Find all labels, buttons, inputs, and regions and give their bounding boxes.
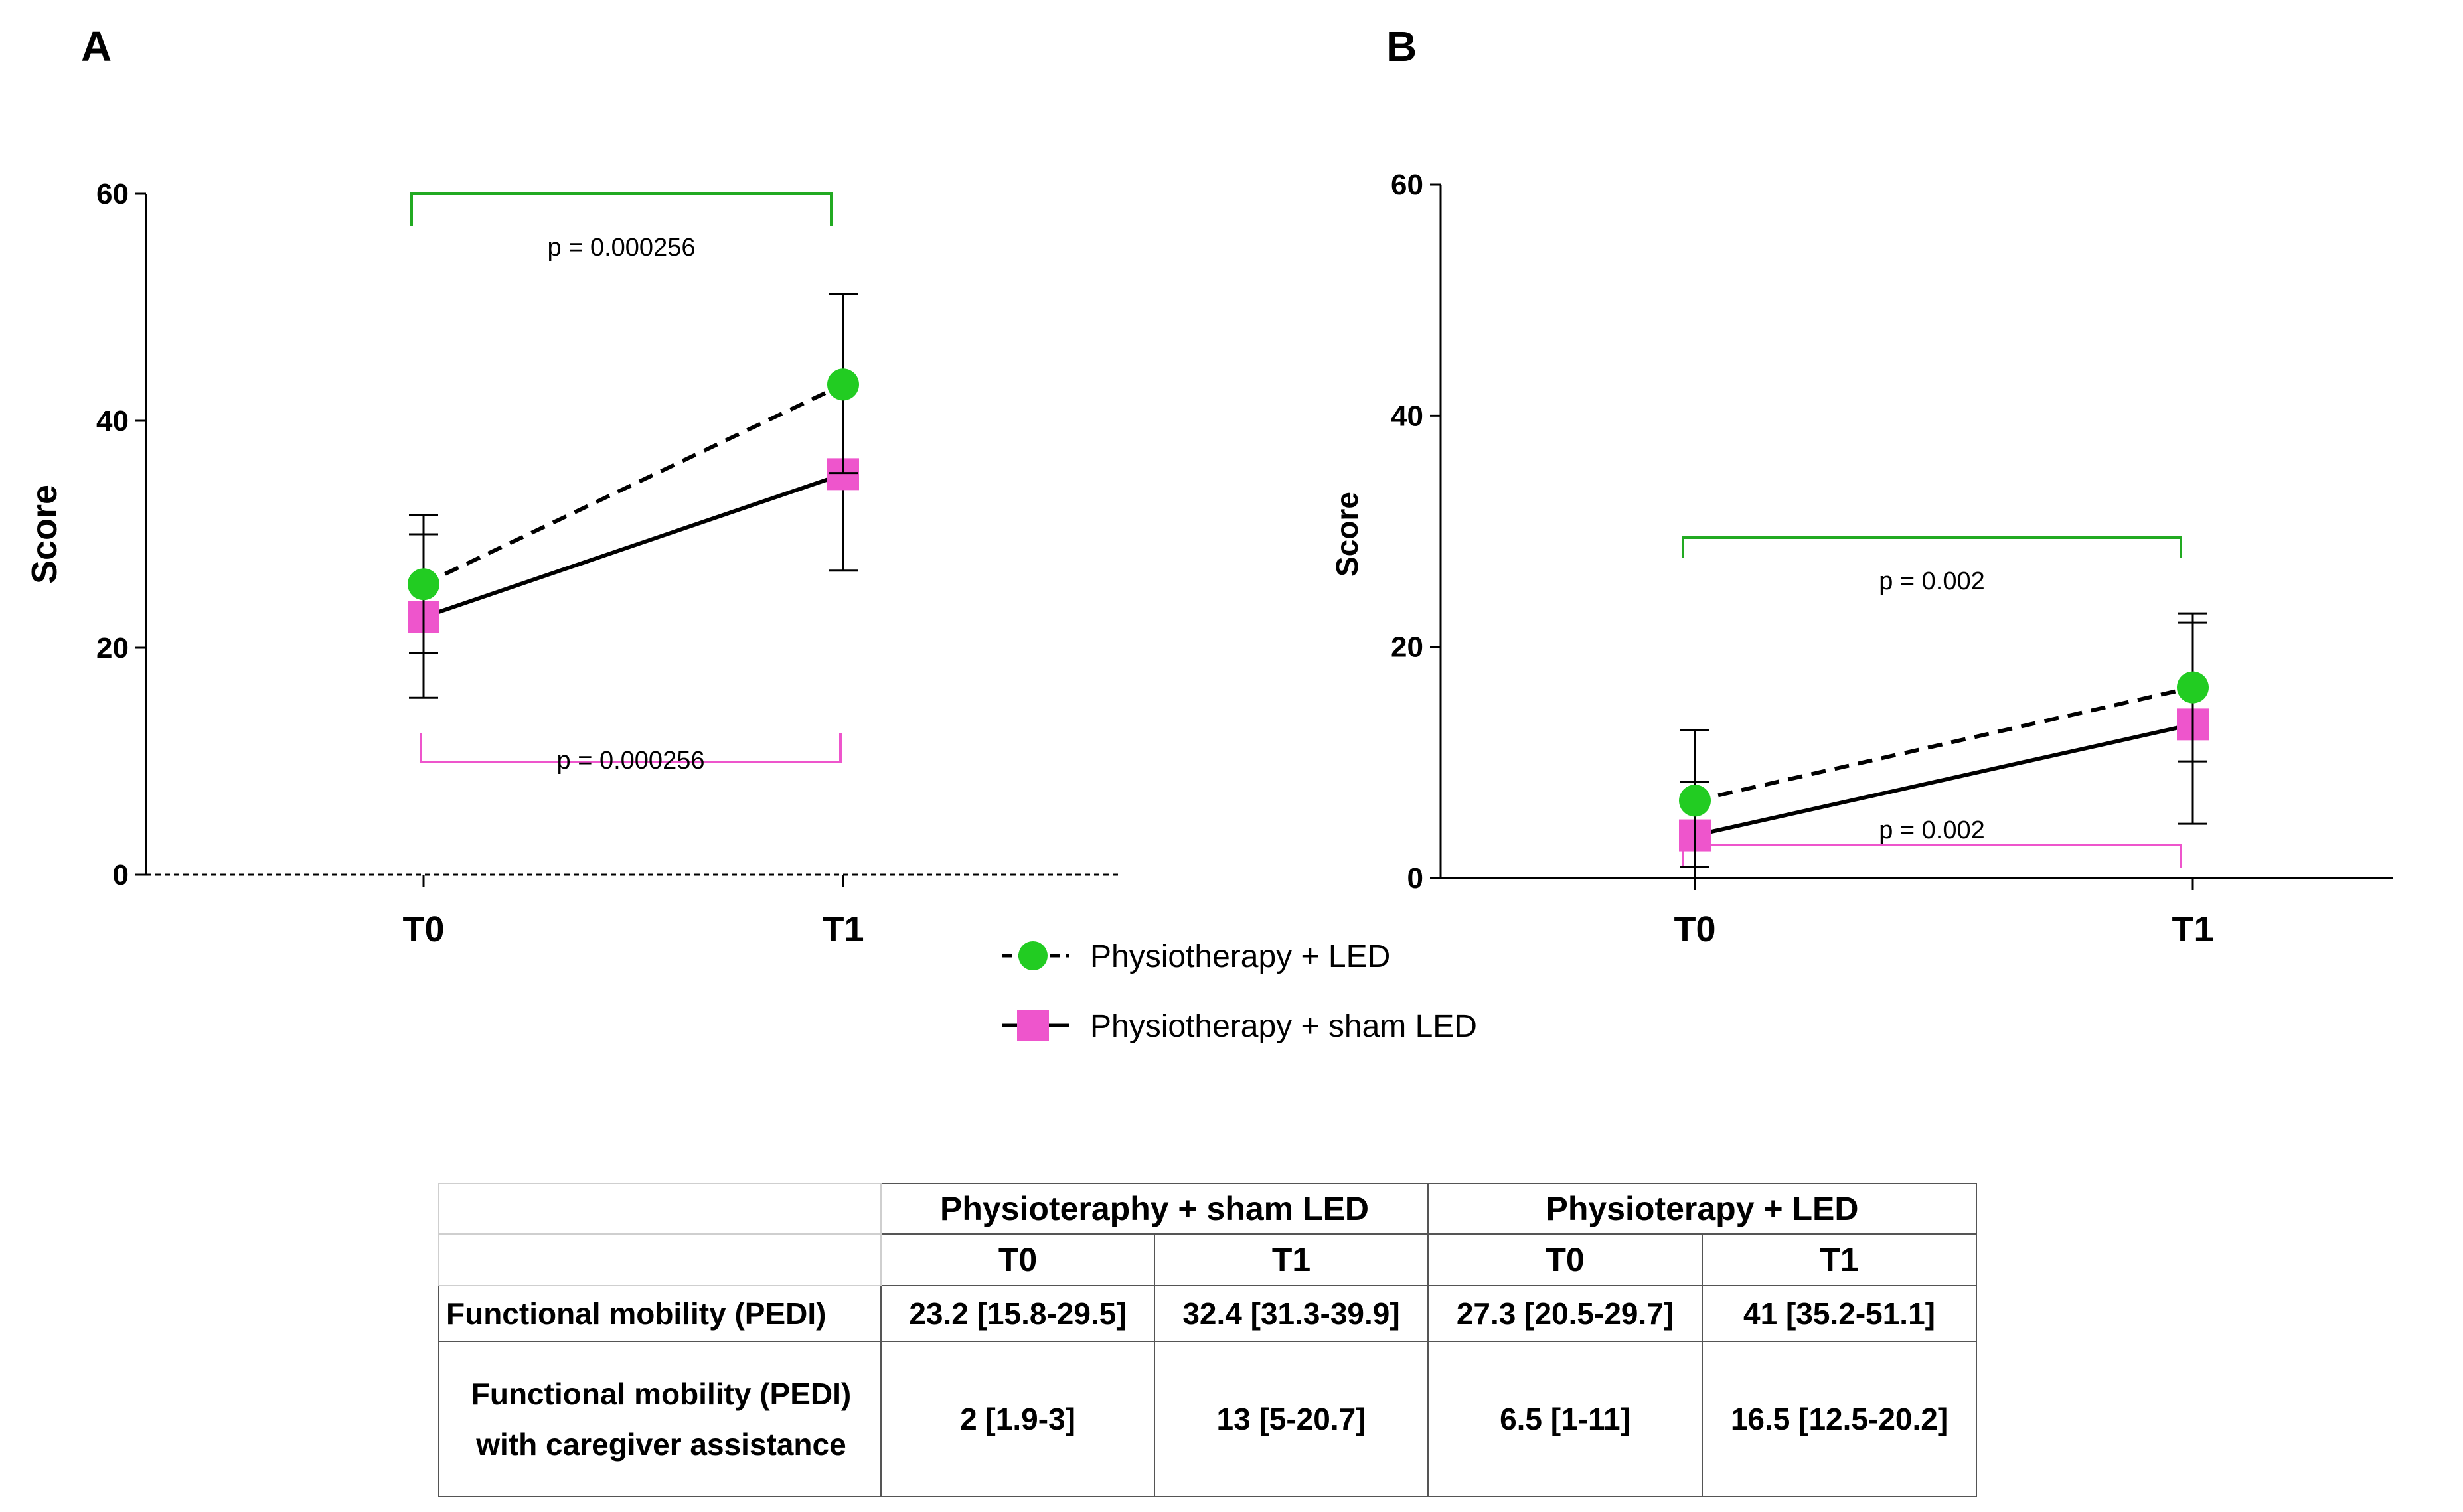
bracket-line-a [410, 192, 833, 226]
series-line-b [1694, 722, 2193, 838]
series-sham-a [408, 383, 859, 699]
legend-sham-marker [1017, 1010, 1049, 1041]
x-tick-label-a: T0 [402, 909, 444, 949]
bracket-line-b [1682, 536, 2182, 558]
data-point-circle-b [1679, 785, 1711, 817]
table-corner-cell [438, 1233, 882, 1286]
x-tick-label-b: T1 [2172, 909, 2213, 949]
p-value-label-b: p = 0.002 [1879, 816, 1985, 844]
table-cell: 23.2 [15.8-29.5] [880, 1285, 1155, 1342]
legend-led-marker [1018, 941, 1048, 970]
x-tick-label-b: T0 [1674, 909, 1715, 949]
table-timepoint: T1 [1153, 1233, 1429, 1286]
chart-panel-b: 0 20 40 60 T0 T1 Score p = 0.002 p = 0.002 [1330, 169, 2393, 949]
significance-bracket-a: p = 0.000256 [420, 733, 842, 775]
table-corner-cell [438, 1183, 882, 1235]
series-led-b [1679, 612, 2209, 868]
table-cell: 6.5 [1-11] [1427, 1341, 1704, 1497]
table-timepoint: T0 [880, 1233, 1155, 1286]
data-point-circle-b [2177, 671, 2209, 704]
y-tick-label-a: 60 [96, 178, 129, 210]
table-row: Functional mobility (PEDI) 23.2 [15.8-29… [438, 1285, 1978, 1342]
data-point-circle-a [827, 368, 859, 401]
y-axis-label-b: Score [1330, 492, 1364, 577]
significance-bracket-b: p = 0.002 [1682, 536, 2182, 595]
table-row-label-line2: with caregiver assistance [476, 1427, 846, 1462]
y-tick-label-b: 0 [1407, 862, 1423, 895]
table-row-label: Functional mobility (PEDI) with caregive… [438, 1341, 882, 1497]
table-cell: 41 [35.2-51.1] [1702, 1285, 1978, 1342]
y-tick-label-a: 40 [96, 405, 129, 437]
table-group-led: Physioterapy + LED [1427, 1183, 1978, 1235]
table-cell: 13 [5-20.7] [1153, 1341, 1429, 1497]
y-tick-label-b: 20 [1391, 631, 1423, 664]
p-value-label-a: p = 0.000256 [548, 234, 696, 262]
series-led-a [408, 292, 859, 655]
y-axis-label-a: Score [25, 485, 64, 584]
bracket-line-b [1682, 844, 2182, 868]
table-row-label-line1: Functional mobility (PEDI) [471, 1377, 852, 1411]
panel-label-b: B [1386, 23, 1417, 70]
y-tick-label-a: 20 [96, 632, 129, 664]
data-point-circle-a [408, 568, 439, 601]
table-timepoint-row: T0 T1 T0 T1 [438, 1233, 1978, 1286]
bracket-line-a [420, 733, 842, 763]
summary-table: Physioteraphy + sham LED Physioterapy + … [438, 1183, 1978, 1497]
series-line-b [1694, 685, 2193, 803]
table-row-label: Functional mobility (PEDI) [438, 1285, 882, 1342]
legend: Physiotherapy + LED Physiotherapy + sham… [1002, 939, 1477, 1044]
legend-sham-label: Physiotherapy + sham LED [1090, 1009, 1477, 1044]
legend-led-label: Physiotherapy + LED [1090, 939, 1390, 974]
legend-item-led: Physiotherapy + LED [1002, 939, 1390, 974]
table-cell: 2 [1.9-3] [880, 1341, 1155, 1497]
figure: A B 0 20 40 60 T0 T1 Score p = 0.000256 p = 0.00… [25, 23, 2393, 1044]
series-line-a [422, 382, 844, 586]
p-value-label-b: p = 0.002 [1879, 567, 1985, 595]
table-cell: 32.4 [31.3-39.9] [1153, 1285, 1429, 1342]
x-tick-label-a: T1 [822, 909, 864, 949]
significance-bracket-b: p = 0.002 [1682, 816, 2182, 868]
y-tick-label-b: 60 [1391, 169, 1423, 201]
p-value-label-a: p = 0.000256 [557, 747, 705, 775]
series-line-a [423, 472, 844, 619]
panel-label-a: A [81, 23, 112, 70]
table-timepoint: T1 [1702, 1233, 1978, 1286]
chart-panel-a: 0 20 40 60 T0 T1 Score p = 0.000256 p = 0.000256 [25, 178, 1122, 949]
legend-item-sham: Physiotherapy + sham LED [1002, 1009, 1477, 1044]
table-group-sham: Physioteraphy + sham LED [880, 1183, 1429, 1235]
y-tick-label-b: 40 [1391, 400, 1423, 432]
table-cell: 27.3 [20.5-29.7] [1427, 1285, 1704, 1342]
y-tick-label-a: 0 [113, 859, 129, 891]
significance-bracket-a: p = 0.000256 [410, 192, 833, 262]
table-group-header-row: Physioteraphy + sham LED Physioterapy + … [438, 1183, 1978, 1235]
table-row: Functional mobility (PEDI) with caregive… [438, 1341, 1978, 1497]
table-timepoint: T0 [1427, 1233, 1704, 1286]
table-cell: 16.5 [12.5-20.2] [1702, 1341, 1978, 1497]
